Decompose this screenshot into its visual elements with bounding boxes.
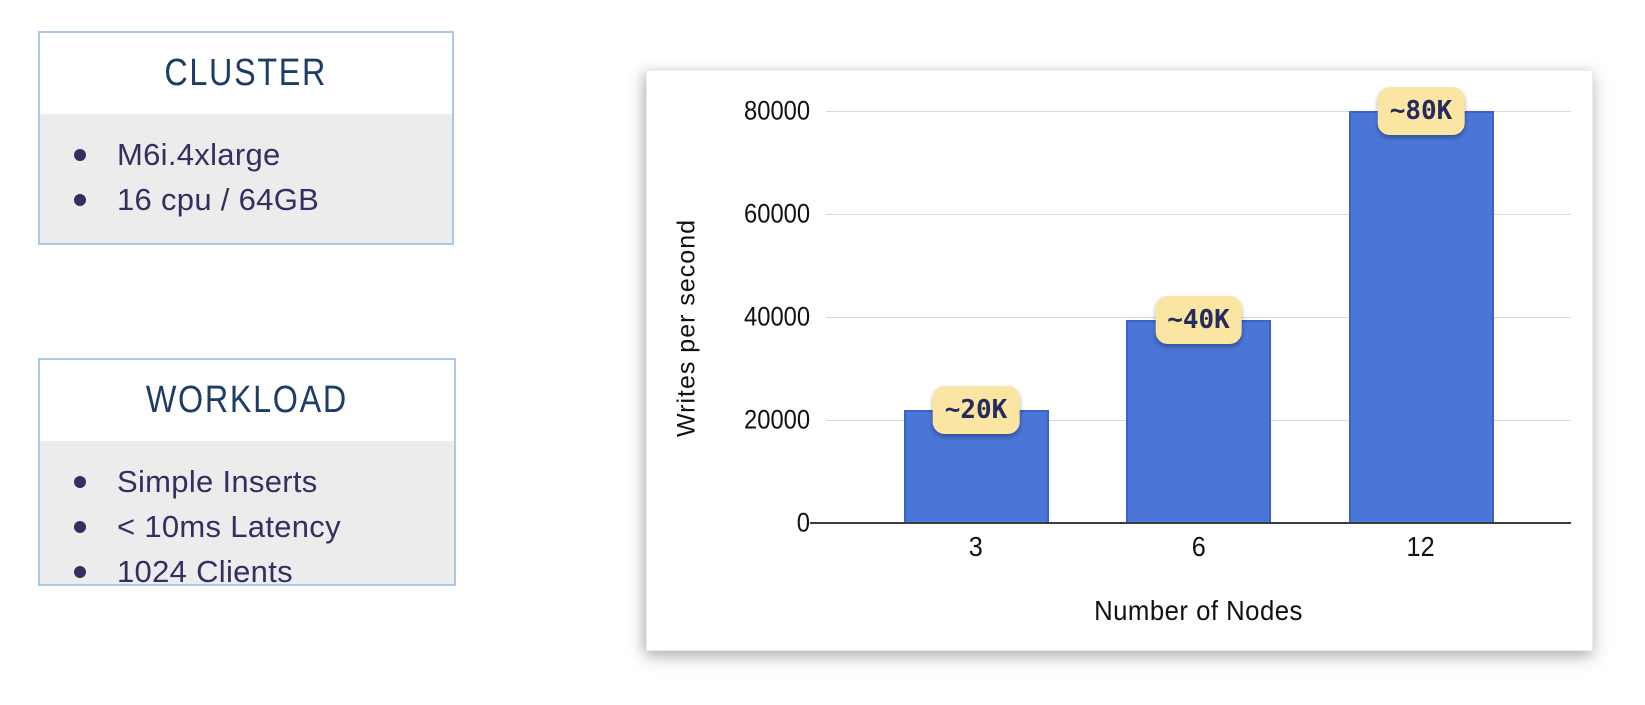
list-item-label: < 10ms Latency [117, 509, 341, 544]
y-tick-label: 40000 [743, 301, 810, 332]
bullet-icon [74, 193, 86, 206]
cluster-box-list: M6i.4xlarge 16 cpu / 64GB [40, 114, 452, 243]
gridline [826, 214, 1571, 215]
x-axis-line [810, 521, 1571, 524]
list-item-label: 16 cpu / 64GB [117, 182, 320, 217]
value-callout: ~40K [1155, 295, 1242, 344]
bullet-icon [74, 565, 86, 578]
x-tick-label: 6 [1191, 531, 1206, 562]
x-axis-title: Number of Nodes [826, 595, 1571, 627]
list-item: 1024 Clients [40, 549, 444, 594]
chart-panel: Writes per second ~20K ~40K ~80K 0 20000 400… [646, 70, 1593, 651]
x-tick-label: 12 [1406, 531, 1436, 562]
list-item: Simple Inserts [40, 459, 444, 504]
bar-12-nodes: ~80K [1348, 87, 1494, 523]
plot-area: ~20K ~40K ~80K 0 20000 40000 60000 80000 [744, 87, 1571, 538]
list-item: < 10ms Latency [40, 504, 444, 549]
workload-box: WORKLOAD Simple Inserts < 10ms Latency 102… [38, 358, 456, 589]
y-axis-title: Writes per second [672, 218, 701, 438]
bullet-icon [74, 475, 86, 488]
cluster-box-header: CLUSTER [40, 33, 452, 114]
bullet-icon [74, 520, 86, 533]
list-item-label: M6i.4xlarge [117, 137, 281, 172]
x-tick-labels: 3 6 12 [826, 531, 1571, 563]
value-callout: ~20K [932, 385, 1020, 434]
list-item: 16 cpu / 64GB [40, 177, 442, 222]
x-axis-title-text: Number of Nodes [1094, 595, 1303, 626]
cluster-box-title: CLUSTER [164, 52, 328, 94]
workload-box-list: Simple Inserts < 10ms Latency 1024 Clients [40, 441, 454, 589]
bars-group: ~20K ~40K ~80K [826, 87, 1571, 523]
y-tick-label: 60000 [743, 198, 810, 229]
list-item-label: Simple Inserts [117, 464, 318, 499]
bar-3-nodes: ~20K [903, 385, 1049, 523]
list-item: M6i.4xlarge [40, 132, 442, 177]
cluster-box: CLUSTER M6i.4xlarge 16 cpu / 64GB [38, 31, 454, 245]
gridline [826, 111, 1571, 112]
x-tick-label: 3 [968, 531, 984, 562]
bullet-icon [74, 148, 86, 161]
workload-box-title: WORKLOAD [145, 379, 349, 421]
y-tick-label: 20000 [743, 404, 810, 435]
value-callout: ~80K [1377, 87, 1465, 135]
workload-box-header: WORKLOAD [40, 360, 454, 441]
bar-6-nodes: ~40K [1126, 295, 1271, 523]
list-item-label: 1024 Clients [117, 554, 293, 589]
y-tick-label: 80000 [743, 95, 810, 126]
y-tick-label: 0 [796, 507, 810, 538]
